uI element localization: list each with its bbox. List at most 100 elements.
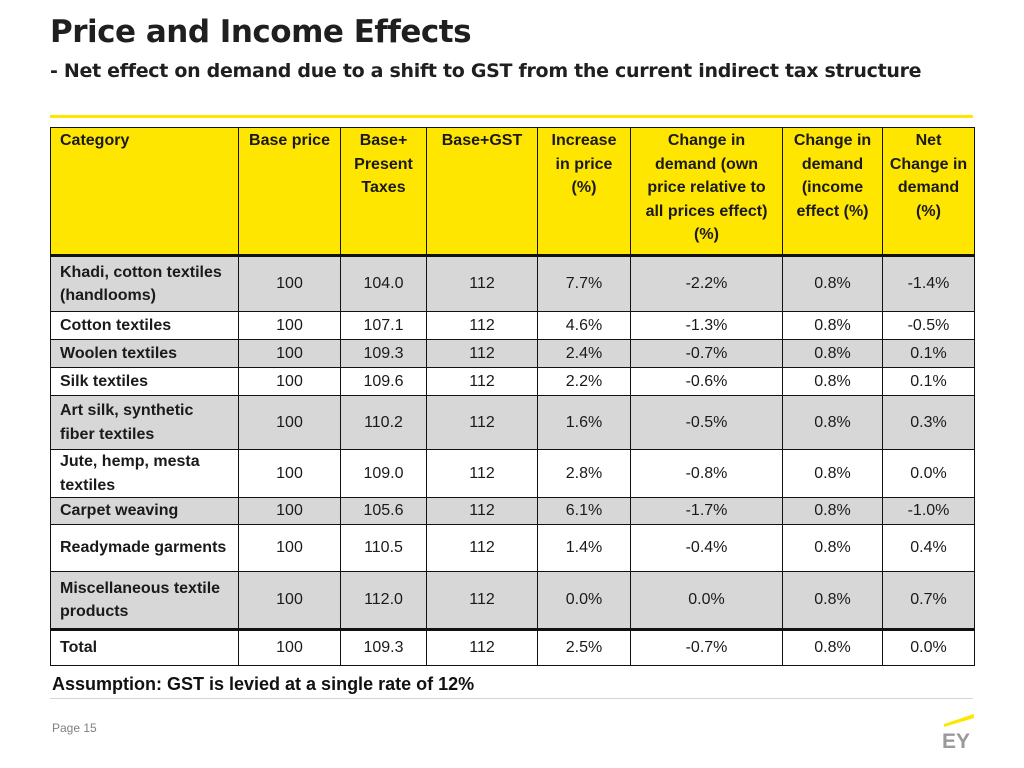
table-cell: -0.5% <box>630 395 783 450</box>
table-cell: 104.0 <box>340 255 427 312</box>
table-cell: 1.4% <box>537 524 631 572</box>
table-cell: 0.8% <box>782 497 883 525</box>
table-cell: 2.8% <box>537 449 631 498</box>
table-cell: -1.7% <box>630 497 783 525</box>
table-cell: 100 <box>238 395 341 450</box>
table-cell: 112 <box>426 367 538 396</box>
table-row: Readymade garments 100 110.5 112 1.4% -0… <box>50 524 975 572</box>
column-header: Change in demand (income effect (%) <box>782 127 883 257</box>
table-row: Cotton textiles 100 107.1 112 4.6% -1.3%… <box>50 311 975 340</box>
table-cell: 2.5% <box>537 628 631 666</box>
column-header: Change in demand (own price relative to … <box>630 127 783 257</box>
table-cell: -1.4% <box>882 255 975 312</box>
table-cell: 100 <box>238 497 341 525</box>
table-cell: 0.8% <box>782 449 883 498</box>
table-cell: 0.8% <box>782 311 883 340</box>
table-cell: 109.6 <box>340 367 427 396</box>
table-cell: 110.5 <box>340 524 427 572</box>
row-category: Cotton textiles <box>50 311 239 340</box>
table-cell: 0.8% <box>782 339 883 368</box>
row-category: Carpet weaving <box>50 497 239 525</box>
row-category: Khadi, cotton textiles (handlooms) <box>50 255 239 312</box>
row-category: Total <box>50 628 239 666</box>
table-cell: 0.8% <box>782 571 883 630</box>
table-cell: 112 <box>426 449 538 498</box>
row-category: Jute, hemp, mesta textiles <box>50 449 239 498</box>
footer-divider <box>50 698 973 699</box>
table-cell: 100 <box>238 524 341 572</box>
table-cell: 112 <box>426 311 538 340</box>
table-cell: 0.1% <box>882 339 975 368</box>
table-cell: 112.0 <box>340 571 427 630</box>
table-cell: 107.1 <box>340 311 427 340</box>
table-cell: 100 <box>238 339 341 368</box>
table-header-row: Category Base price Base+ Present Taxes … <box>50 127 975 257</box>
table-cell: 109.3 <box>340 339 427 368</box>
table-cell: -0.7% <box>630 339 783 368</box>
column-header: Base price <box>238 127 341 257</box>
table-cell: -1.3% <box>630 311 783 340</box>
table-cell: 0.1% <box>882 367 975 396</box>
page-number: Page 15 <box>52 721 97 735</box>
table-cell: 2.4% <box>537 339 631 368</box>
table-cell: 7.7% <box>537 255 631 312</box>
table-cell: 0.0% <box>537 571 631 630</box>
svg-text:EY: EY <box>942 730 970 750</box>
table-total-row: Total 100 109.3 112 2.5% -0.7% 0.8% 0.0% <box>50 628 975 666</box>
table-cell: -2.2% <box>630 255 783 312</box>
page-title: Price and Income Effects <box>50 14 472 50</box>
table-cell: 0.8% <box>782 524 883 572</box>
table-cell: -0.5% <box>882 311 975 340</box>
table-cell: 112 <box>426 497 538 525</box>
row-category: Art silk, synthetic fiber textiles <box>50 395 239 450</box>
row-category: Woolen textiles <box>50 339 239 368</box>
row-category: Miscellaneous textile products <box>50 571 239 630</box>
table-cell: 112 <box>426 255 538 312</box>
table-cell: -0.8% <box>630 449 783 498</box>
table-cell: 100 <box>238 311 341 340</box>
table-cell: -0.6% <box>630 367 783 396</box>
table-row: Jute, hemp, mesta textiles 100 109.0 112… <box>50 449 975 498</box>
column-header: Net Change in demand (%) <box>882 127 975 257</box>
table-cell: 0.8% <box>782 367 883 396</box>
table-cell: 6.1% <box>537 497 631 525</box>
page-subtitle: - Net effect on demand due to a shift to… <box>50 60 922 82</box>
ey-logo-icon: EY <box>942 714 974 750</box>
table-cell: 0.7% <box>882 571 975 630</box>
column-header: Category <box>50 127 239 257</box>
row-category: Readymade garments <box>50 524 239 572</box>
table-cell: 0.8% <box>782 628 883 666</box>
title-divider <box>50 115 973 118</box>
table-row: Art silk, synthetic fiber textiles 100 1… <box>50 395 975 450</box>
table-cell: 2.2% <box>537 367 631 396</box>
table-cell: -0.4% <box>630 524 783 572</box>
column-header: Base+ Present Taxes <box>340 127 427 257</box>
row-category: Silk textiles <box>50 367 239 396</box>
table-row: Woolen textiles 100 109.3 112 2.4% -0.7%… <box>50 339 975 368</box>
table-cell: -0.7% <box>630 628 783 666</box>
table-cell: 112 <box>426 571 538 630</box>
table-cell: 100 <box>238 628 341 666</box>
table-cell: 0.0% <box>882 628 975 666</box>
table-cell: 110.2 <box>340 395 427 450</box>
table-row: Miscellaneous textile products 100 112.0… <box>50 571 975 630</box>
table-row: Silk textiles 100 109.6 112 2.2% -0.6% 0… <box>50 367 975 396</box>
table-cell: 0.4% <box>882 524 975 572</box>
table-cell: 112 <box>426 339 538 368</box>
table-cell: -1.0% <box>882 497 975 525</box>
table-cell: 0.8% <box>782 255 883 312</box>
table-cell: 112 <box>426 628 538 666</box>
table-cell: 0.3% <box>882 395 975 450</box>
table-cell: 0.0% <box>882 449 975 498</box>
table-cell: 1.6% <box>537 395 631 450</box>
table-cell: 100 <box>238 255 341 312</box>
column-header: Increase in price (%) <box>537 127 631 257</box>
table-cell: 109.0 <box>340 449 427 498</box>
assumption-note: Assumption: GST is levied at a single ra… <box>52 674 475 694</box>
table-cell: 100 <box>238 367 341 396</box>
effects-table: Category Base price Base+ Present Taxes … <box>50 127 975 666</box>
table-cell: 112 <box>426 395 538 450</box>
table-cell: 105.6 <box>340 497 427 525</box>
table-cell: 4.6% <box>537 311 631 340</box>
table-cell: 112 <box>426 524 538 572</box>
